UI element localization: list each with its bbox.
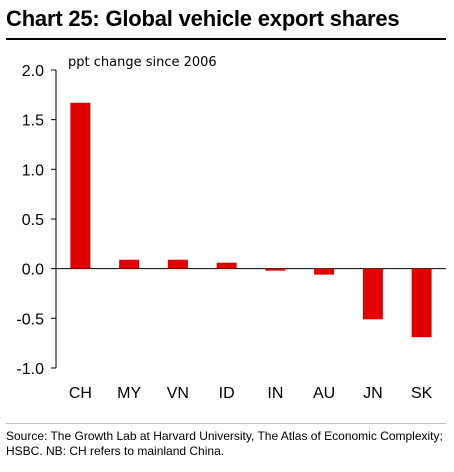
y-tick-label: -1.0 — [16, 361, 44, 378]
bar-jn — [362, 268, 383, 320]
y-tick-label: 2.0 — [22, 63, 44, 80]
bar-ch — [70, 102, 91, 269]
x-tick-label: VN — [167, 385, 189, 402]
chart-title: Chart 25: Global vehicle export shares — [6, 6, 400, 31]
x-tick-label: AU — [313, 385, 335, 402]
x-tick-label: CH — [69, 385, 92, 402]
y-tick-label: 1.0 — [22, 162, 44, 179]
bar-vn — [167, 259, 188, 269]
y-tick-label: 0.0 — [22, 262, 44, 279]
source-note: Source: The Growth Lab at Harvard Univer… — [6, 429, 443, 458]
bar-id — [216, 262, 237, 269]
chart-annotation: ppt change since 2006 — [68, 55, 217, 70]
y-tick-label: 1.5 — [22, 113, 44, 130]
y-tick-label: -0.5 — [16, 311, 44, 328]
x-axis-labels: CH MY VN ID IN AU JN SK — [69, 385, 433, 402]
bar-my — [119, 259, 140, 269]
bars — [70, 102, 432, 338]
bar-chart: 2.0 1.5 1.0 0.5 0.0 -0.5 -1.0 CH MY VN ID IN AU JN SK… — [16, 55, 446, 402]
y-tick-label: 0.5 — [22, 212, 44, 229]
x-tick-label: ID — [219, 385, 235, 402]
bar-au — [314, 268, 335, 275]
source-divider — [6, 423, 446, 424]
x-tick-label: MY — [117, 385, 141, 402]
bar-in — [265, 268, 286, 271]
x-tick-label: SK — [411, 385, 433, 402]
x-tick-label: JN — [363, 385, 383, 402]
title-divider — [6, 38, 446, 40]
x-tick-label: IN — [267, 385, 283, 402]
bar-sk — [411, 268, 432, 338]
